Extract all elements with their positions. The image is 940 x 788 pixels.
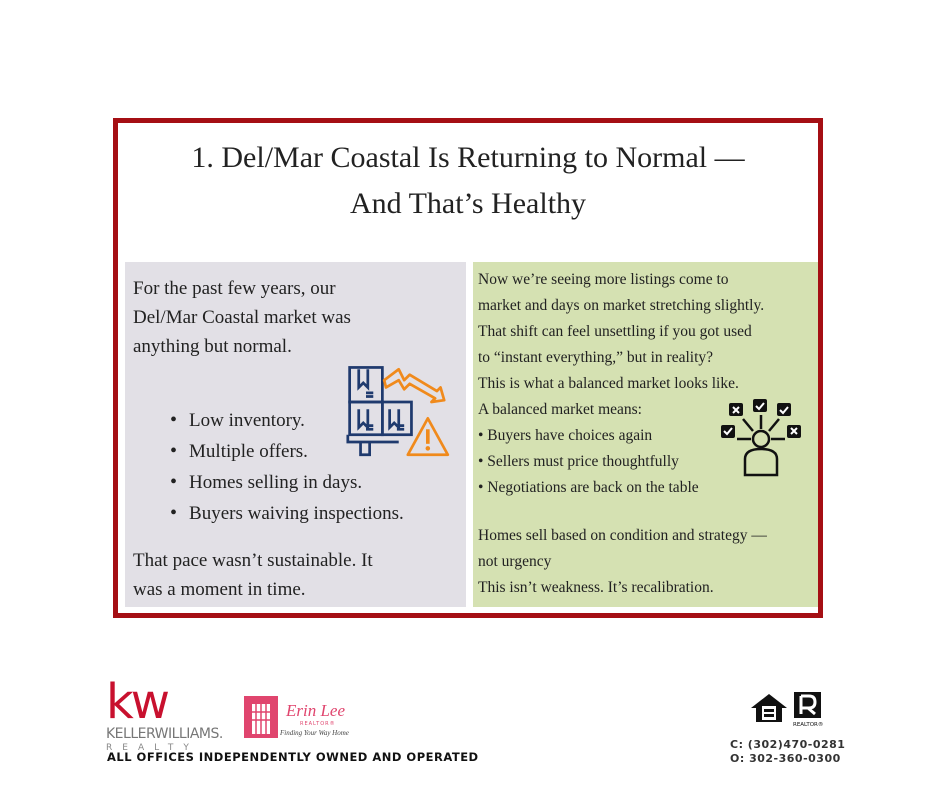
right-panel: Now we’re seeing more listings come to m… <box>473 262 818 607</box>
body-text: Now we’re seeing more listings come to m… <box>478 267 764 501</box>
page-title: 1. Del/Mar Coastal Is Returning to Norma… <box>118 135 818 227</box>
title-line-1: 1. Del/Mar Coastal Is Returning to Norma… <box>191 141 745 174</box>
erin-lee-realtor-logo: Erin Lee REALTOR® Finding Your Way Home <box>244 696 349 738</box>
list-item: Low inventory. <box>170 405 404 436</box>
list-item: Multiple offers. <box>170 436 404 467</box>
closing-line: This isn’t weakness. It’s recalibration. <box>478 579 714 596</box>
svg-text:KELLERWILLIAMS.: KELLERWILLIAMS. <box>106 726 223 742</box>
svg-text:Finding Your Way Home: Finding Your Way Home <box>279 729 349 737</box>
left-panel: For the past few years, our Del/Mar Coas… <box>125 262 466 607</box>
equal-housing-icon <box>751 694 787 722</box>
closing-line: That pace wasn’t sustainable. It <box>133 550 373 571</box>
intro-line: anything but normal. <box>133 336 292 357</box>
person-choices-icon <box>721 399 801 477</box>
closing-text: That pace wasn’t sustainable. It was a m… <box>133 546 373 604</box>
inventory-decline-warning-icon <box>346 366 450 457</box>
phone-cell: C: (302)470-0281 <box>730 738 846 751</box>
closing-text: Homes sell based on condition and strate… <box>478 523 767 601</box>
text-line: to “instant everything,” but in reality? <box>478 349 714 366</box>
closing-line: not urgency <box>478 553 552 570</box>
phone-office: O: 302-360-0300 <box>730 752 841 765</box>
realtor-r-icon: REALTOR® <box>793 692 823 728</box>
svg-text:REALTY: REALTY <box>106 743 199 750</box>
closing-line: was a moment in time. <box>133 579 306 600</box>
intro-text: For the past few years, our Del/Mar Coas… <box>133 274 351 361</box>
intro-line: Del/Mar Coastal market was <box>133 307 351 328</box>
footer-tagline: ALL OFFICES INDEPENDENTLY OWNED AND OPER… <box>107 750 479 764</box>
svg-text:REALTOR®: REALTOR® <box>300 720 336 727</box>
list-item: • Negotiations are back on the table <box>478 479 699 496</box>
svg-text:kw: kw <box>106 678 169 730</box>
list-item: Buyers waiving inspections. <box>170 498 404 529</box>
text-line: That shift can feel unsettling if you go… <box>478 323 752 340</box>
keller-williams-logo: kw KELLERWILLIAMS. REALTY <box>106 678 223 750</box>
text-line: Now we’re seeing more listings come to <box>478 271 729 288</box>
intro-line: For the past few years, our <box>133 278 336 299</box>
list-item: • Buyers have choices again <box>478 427 653 444</box>
text-line: A balanced market means: <box>478 401 642 418</box>
realtor-badge-label: REALTOR® <box>793 721 823 728</box>
content-frame: 1. Del/Mar Coastal Is Returning to Norma… <box>113 118 823 618</box>
bullet-list: Low inventory. Multiple offers. Homes se… <box>170 405 404 529</box>
svg-text:Erin Lee: Erin Lee <box>285 701 345 720</box>
text-line: This is what a balanced market looks lik… <box>478 375 739 392</box>
list-item: Homes selling in days. <box>170 467 404 498</box>
title-line-2: And That’s Healthy <box>349 187 587 220</box>
list-item: • Sellers must price thoughtfully <box>478 453 679 470</box>
text-line: market and days on market stretching sli… <box>478 297 765 314</box>
closing-line: Homes sell based on condition and strate… <box>478 527 767 544</box>
